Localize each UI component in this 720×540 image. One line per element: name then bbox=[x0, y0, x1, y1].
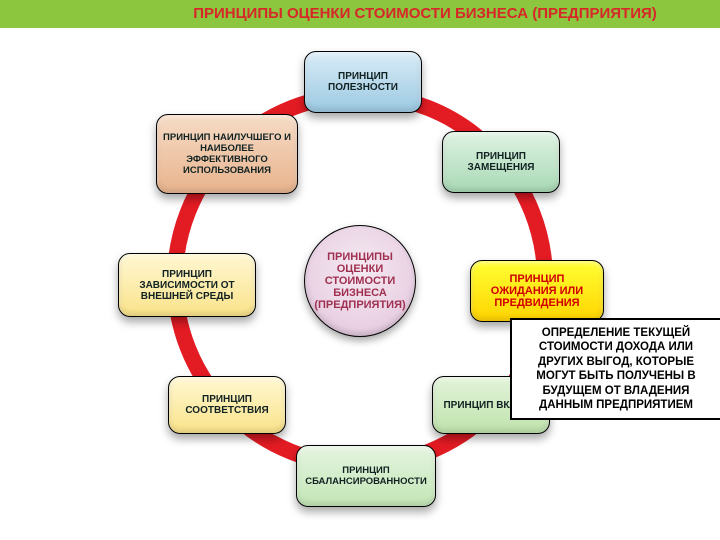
node-conformity: ПРИНЦИП СООТВЕТСТВИЯ bbox=[168, 376, 286, 434]
node-label: ПРИНЦИП СООТВЕТСТВИЯ bbox=[175, 394, 279, 416]
node-label: ПРИНЦИП СБАЛАНСИРОВАННОСТИ bbox=[303, 465, 429, 487]
node-label: ПРИНЦИП ЗАМЕЩЕНИЯ bbox=[449, 151, 553, 173]
page-title: ПРИНЦИПЫ ОЦЕНКИ СТОИМОСТИ БИЗНЕСА (ПРЕДП… bbox=[150, 5, 700, 22]
node-expectation: ПРИНЦИП ОЖИДАНИЯ ИЛИ ПРЕДВИДЕНИЯ bbox=[470, 260, 604, 322]
node-label: ПРИНЦИП ПОЛЕЗНОСТИ bbox=[311, 71, 415, 93]
node-balance: ПРИНЦИП СБАЛАНСИРОВАННОСТИ bbox=[296, 445, 436, 507]
center-node: ПРИНЦИПЫ ОЦЕНКИ СТОИМОСТИ БИЗНЕСА (ПРЕДП… bbox=[304, 225, 416, 337]
node-external: ПРИНЦИП ЗАВИСИМОСТИ ОТ ВНЕШНЕЙ СРЕДЫ bbox=[118, 253, 256, 317]
node-bestuse: ПРИНЦИП НАИЛУЧШЕГО И НАИБОЛЕЕ ЭФФЕКТИВНО… bbox=[156, 114, 298, 194]
definition-callout: ОПРЕДЕЛЕНИЕ ТЕКУЩЕЙ СТОИМОСТИ ДОХОДА ИЛИ… bbox=[510, 318, 720, 420]
node-substitution: ПРИНЦИП ЗАМЕЩЕНИЯ bbox=[442, 131, 560, 193]
node-label: ПРИНЦИП ЗАВИСИМОСТИ ОТ ВНЕШНЕЙ СРЕДЫ bbox=[125, 269, 249, 302]
node-label: ПРИНЦИП НАИЛУЧШЕГО И НАИБОЛЕЕ ЭФФЕКТИВНО… bbox=[163, 132, 291, 176]
node-label: ПРИНЦИП ОЖИДАНИЯ ИЛИ ПРЕДВИДЕНИЯ bbox=[477, 273, 597, 309]
node-usefulness: ПРИНЦИП ПОЛЕЗНОСТИ bbox=[304, 51, 422, 113]
callout-text: ОПРЕДЕЛЕНИЕ ТЕКУЩЕЙ СТОИМОСТИ ДОХОДА ИЛИ… bbox=[536, 327, 695, 411]
center-label: ПРИНЦИПЫ ОЦЕНКИ СТОИМОСТИ БИЗНЕСА (ПРЕДП… bbox=[305, 251, 415, 311]
